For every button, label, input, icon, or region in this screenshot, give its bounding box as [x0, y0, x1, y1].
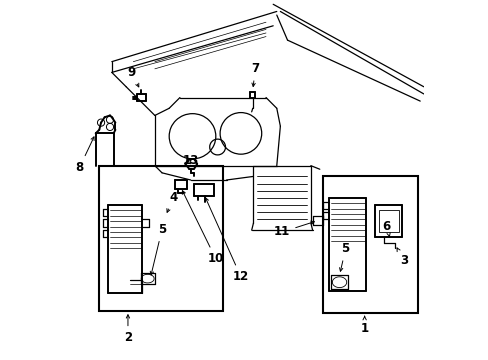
Text: 8: 8 — [75, 137, 94, 174]
Text: 4: 4 — [166, 191, 177, 212]
Text: 11: 11 — [273, 221, 314, 238]
Text: 2: 2 — [123, 315, 132, 344]
Bar — [323, 176, 418, 313]
Text: 1: 1 — [360, 316, 368, 335]
Text: 5: 5 — [150, 223, 166, 275]
Text: 7: 7 — [251, 62, 259, 86]
Text: 12: 12 — [205, 198, 248, 283]
Text: 3: 3 — [396, 248, 407, 267]
Text: 9: 9 — [127, 66, 139, 87]
Bar — [99, 166, 223, 311]
Text: 5: 5 — [339, 242, 349, 271]
Text: 13: 13 — [182, 154, 199, 167]
Bar — [378, 211, 398, 232]
Text: 10: 10 — [182, 191, 224, 265]
Text: 6: 6 — [382, 220, 390, 237]
